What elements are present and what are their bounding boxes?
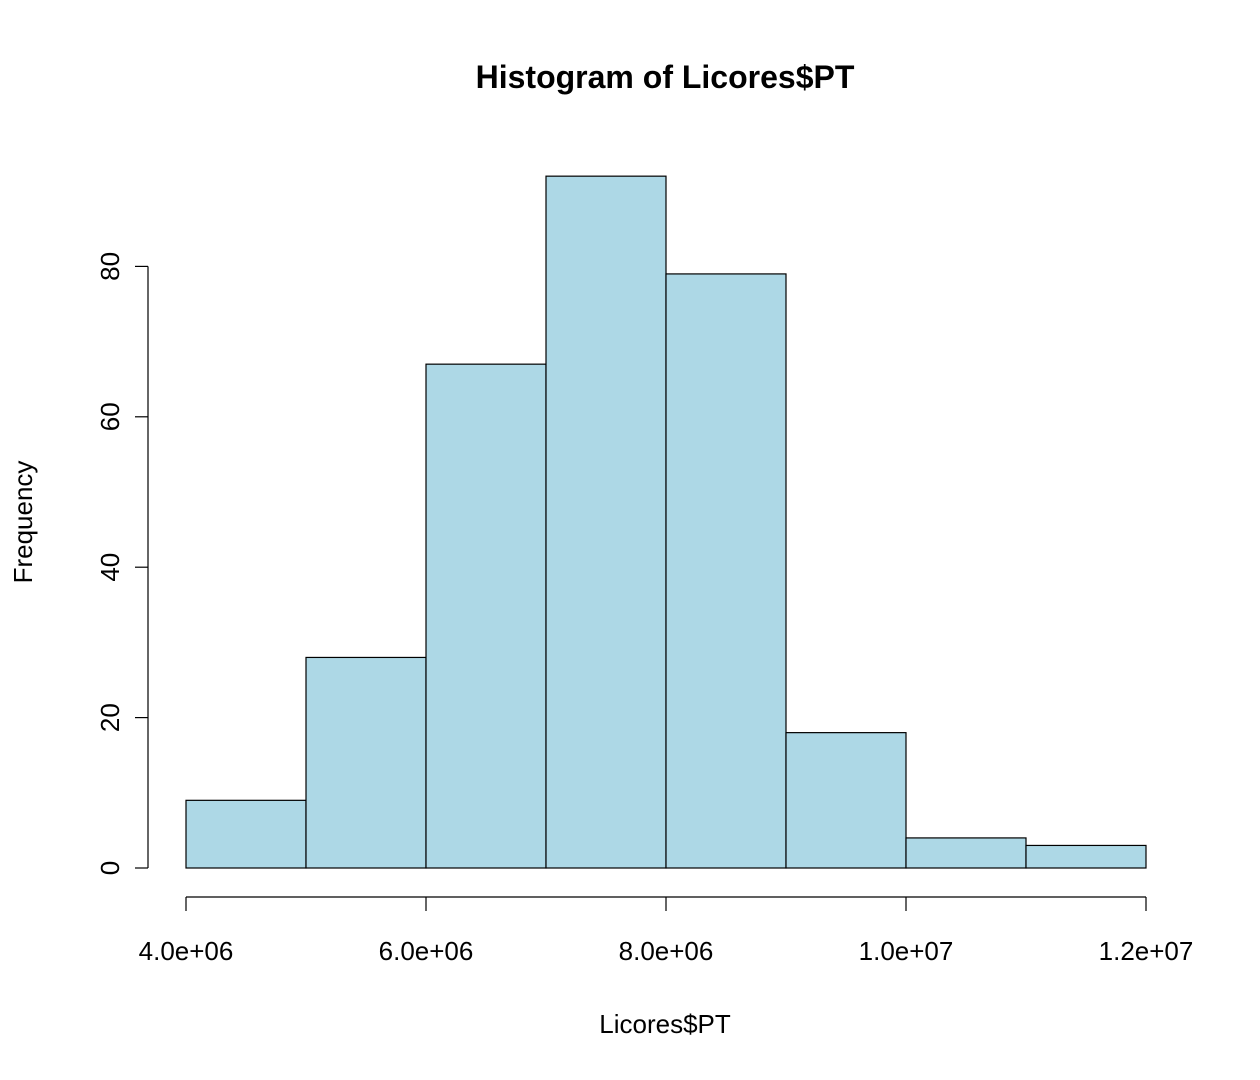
histogram-bar [425, 363, 547, 869]
y-tick-label: 60 [95, 402, 125, 431]
y-tick-label: 0 [95, 861, 125, 875]
x-axis: 4.0e+06 6.0e+06 8.0e+06 1.0e+07 1.2e+07 [139, 896, 1194, 966]
histogram-bar [665, 273, 787, 869]
y-tick-label: 80 [95, 252, 125, 281]
x-tick-label: 1.2e+07 [1099, 936, 1194, 966]
chart-title: Histogram of Licores$PT [476, 59, 855, 95]
histogram-bar [785, 732, 907, 869]
histogram-bar [185, 799, 307, 869]
bars-group [185, 175, 1147, 869]
histogram-bar [905, 837, 1027, 869]
x-tick-label: 8.0e+06 [619, 936, 714, 966]
x-tick-label: 1.0e+07 [859, 936, 954, 966]
x-axis-label: Licores$PT [599, 1009, 731, 1039]
y-axis-label: Frequency [8, 461, 38, 584]
x-tick-label: 4.0e+06 [139, 936, 234, 966]
histogram-bar [545, 175, 667, 869]
y-tick-label: 40 [95, 553, 125, 582]
histogram-bar [305, 656, 427, 869]
x-tick-label: 6.0e+06 [379, 936, 474, 966]
y-axis: 0 20 40 60 80 [95, 252, 149, 875]
histogram-bar [1025, 844, 1147, 869]
y-tick-label: 20 [95, 703, 125, 732]
